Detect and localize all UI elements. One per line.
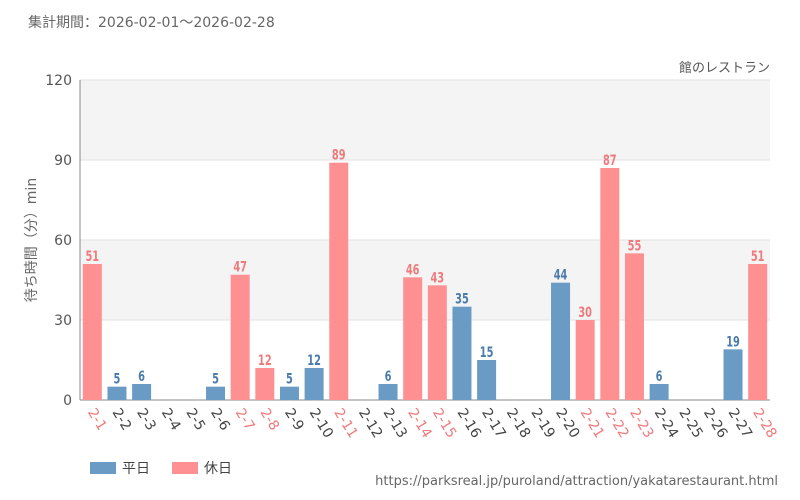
x-tick-label-2-2: 2-2 bbox=[109, 406, 135, 434]
x-tick-label-2-25: 2-25 bbox=[675, 406, 705, 441]
x-tick-label-2-17: 2-17 bbox=[478, 406, 508, 441]
value-label-2-3: 6 bbox=[138, 368, 145, 385]
x-tick-label-2-12: 2-12 bbox=[355, 406, 385, 441]
legend-item-weekday: 平日 bbox=[90, 458, 150, 478]
period-label: 集計期間：2026-02-01～2026-02-28 bbox=[28, 15, 275, 31]
x-tick-label-2-16: 2-16 bbox=[454, 406, 484, 442]
x-tick-label-2-11: 2-11 bbox=[330, 406, 360, 441]
bar-2-23 bbox=[624, 253, 644, 400]
bar-2-11 bbox=[329, 162, 349, 400]
bar-2-27 bbox=[723, 349, 743, 400]
bar-2-13 bbox=[378, 384, 398, 400]
value-label-2-28: 51 bbox=[751, 248, 765, 265]
chart-title: 館のレストラン bbox=[679, 61, 770, 76]
legend-swatch-holiday bbox=[172, 462, 198, 474]
x-tick-label-2-27: 2-27 bbox=[725, 406, 755, 441]
x-tick-label-2-10: 2-10 bbox=[306, 406, 336, 441]
bar-2-8 bbox=[255, 368, 275, 400]
y-tick-label: 0 bbox=[63, 393, 72, 409]
bar-2-10 bbox=[304, 368, 324, 400]
value-label-2-7: 47 bbox=[233, 258, 247, 275]
bar-2-1 bbox=[82, 264, 102, 400]
x-tick-label-2-8: 2-8 bbox=[256, 406, 282, 434]
bar-2-2 bbox=[107, 386, 127, 400]
bar-2-28 bbox=[748, 264, 768, 400]
source-url[interactable]: https://parksreal.jp/puroland/attraction… bbox=[375, 474, 778, 489]
value-label-2-23: 55 bbox=[628, 237, 642, 254]
legend-label-holiday: 休日 bbox=[204, 461, 232, 477]
legend: 平日 休日 bbox=[90, 458, 254, 478]
bar-2-20 bbox=[551, 282, 571, 400]
y-tick-label: 60 bbox=[54, 233, 72, 249]
value-label-2-13: 6 bbox=[385, 368, 392, 385]
x-tick-label-2-14: 2-14 bbox=[404, 406, 434, 442]
bar-2-24 bbox=[649, 384, 669, 400]
x-tick-label-2-19: 2-19 bbox=[528, 406, 558, 441]
bar-2-21 bbox=[575, 320, 595, 400]
x-tick-label-2-4: 2-4 bbox=[158, 406, 184, 434]
x-tick-label-2-7: 2-7 bbox=[232, 406, 258, 434]
x-tick-label-2-24: 2-24 bbox=[651, 406, 681, 442]
x-tick-label-2-9: 2-9 bbox=[281, 406, 307, 434]
x-tick-label-2-21: 2-21 bbox=[577, 406, 607, 441]
x-tick-label-2-3: 2-3 bbox=[133, 406, 159, 434]
value-label-2-17: 15 bbox=[480, 344, 494, 361]
bar-2-9 bbox=[279, 386, 299, 400]
bar-2-3 bbox=[132, 384, 152, 400]
value-label-2-20: 44 bbox=[554, 266, 568, 283]
bar-2-17 bbox=[477, 360, 497, 400]
x-tick-label-2-26: 2-26 bbox=[700, 406, 730, 442]
x-tick-label-2-28: 2-28 bbox=[749, 406, 779, 441]
value-label-2-10: 12 bbox=[307, 352, 321, 369]
x-tick-label-2-5: 2-5 bbox=[183, 406, 209, 434]
value-label-2-15: 43 bbox=[430, 269, 444, 286]
x-tick-label-2-6: 2-6 bbox=[207, 406, 233, 434]
grid-band bbox=[80, 240, 770, 320]
y-tick-label: 90 bbox=[54, 153, 72, 169]
bar-2-6 bbox=[206, 386, 226, 400]
x-tick-label-2-13: 2-13 bbox=[380, 406, 410, 441]
value-label-2-6: 5 bbox=[212, 370, 219, 387]
x-tick-label-2-20: 2-20 bbox=[552, 406, 582, 441]
bar-2-16 bbox=[452, 306, 472, 400]
value-label-2-8: 12 bbox=[258, 352, 272, 369]
bar-2-14 bbox=[403, 277, 423, 400]
value-label-2-9: 5 bbox=[286, 370, 293, 387]
value-label-2-1: 51 bbox=[85, 248, 99, 265]
legend-swatch-weekday bbox=[90, 462, 116, 474]
value-label-2-24: 6 bbox=[656, 368, 663, 385]
grid-band bbox=[80, 80, 770, 160]
y-axis-label: 待ち時間（分）min bbox=[24, 178, 40, 302]
bar-2-7 bbox=[230, 274, 250, 400]
bar-chart: 0306090120待ち時間（分）min館のレストラン512-152-262-3… bbox=[24, 61, 780, 442]
value-label-2-16: 35 bbox=[455, 290, 469, 307]
y-tick-label: 120 bbox=[45, 73, 72, 89]
value-label-2-14: 46 bbox=[406, 261, 420, 278]
value-label-2-27: 19 bbox=[726, 333, 740, 350]
value-label-2-11: 89 bbox=[332, 146, 346, 163]
value-label-2-22: 87 bbox=[603, 152, 617, 169]
bar-2-22 bbox=[600, 168, 620, 400]
x-tick-label-2-22: 2-22 bbox=[601, 406, 631, 441]
legend-label-weekday: 平日 bbox=[122, 461, 150, 477]
x-tick-label-2-18: 2-18 bbox=[503, 406, 533, 441]
x-tick-label-2-15: 2-15 bbox=[429, 406, 459, 441]
x-tick-label-2-23: 2-23 bbox=[626, 406, 656, 441]
value-label-2-2: 5 bbox=[114, 370, 121, 387]
value-label-2-21: 30 bbox=[578, 304, 592, 321]
x-tick-label-2-1: 2-1 bbox=[84, 406, 110, 434]
bar-2-15 bbox=[427, 285, 447, 400]
y-tick-label: 30 bbox=[54, 313, 72, 329]
legend-item-holiday: 休日 bbox=[172, 458, 232, 478]
